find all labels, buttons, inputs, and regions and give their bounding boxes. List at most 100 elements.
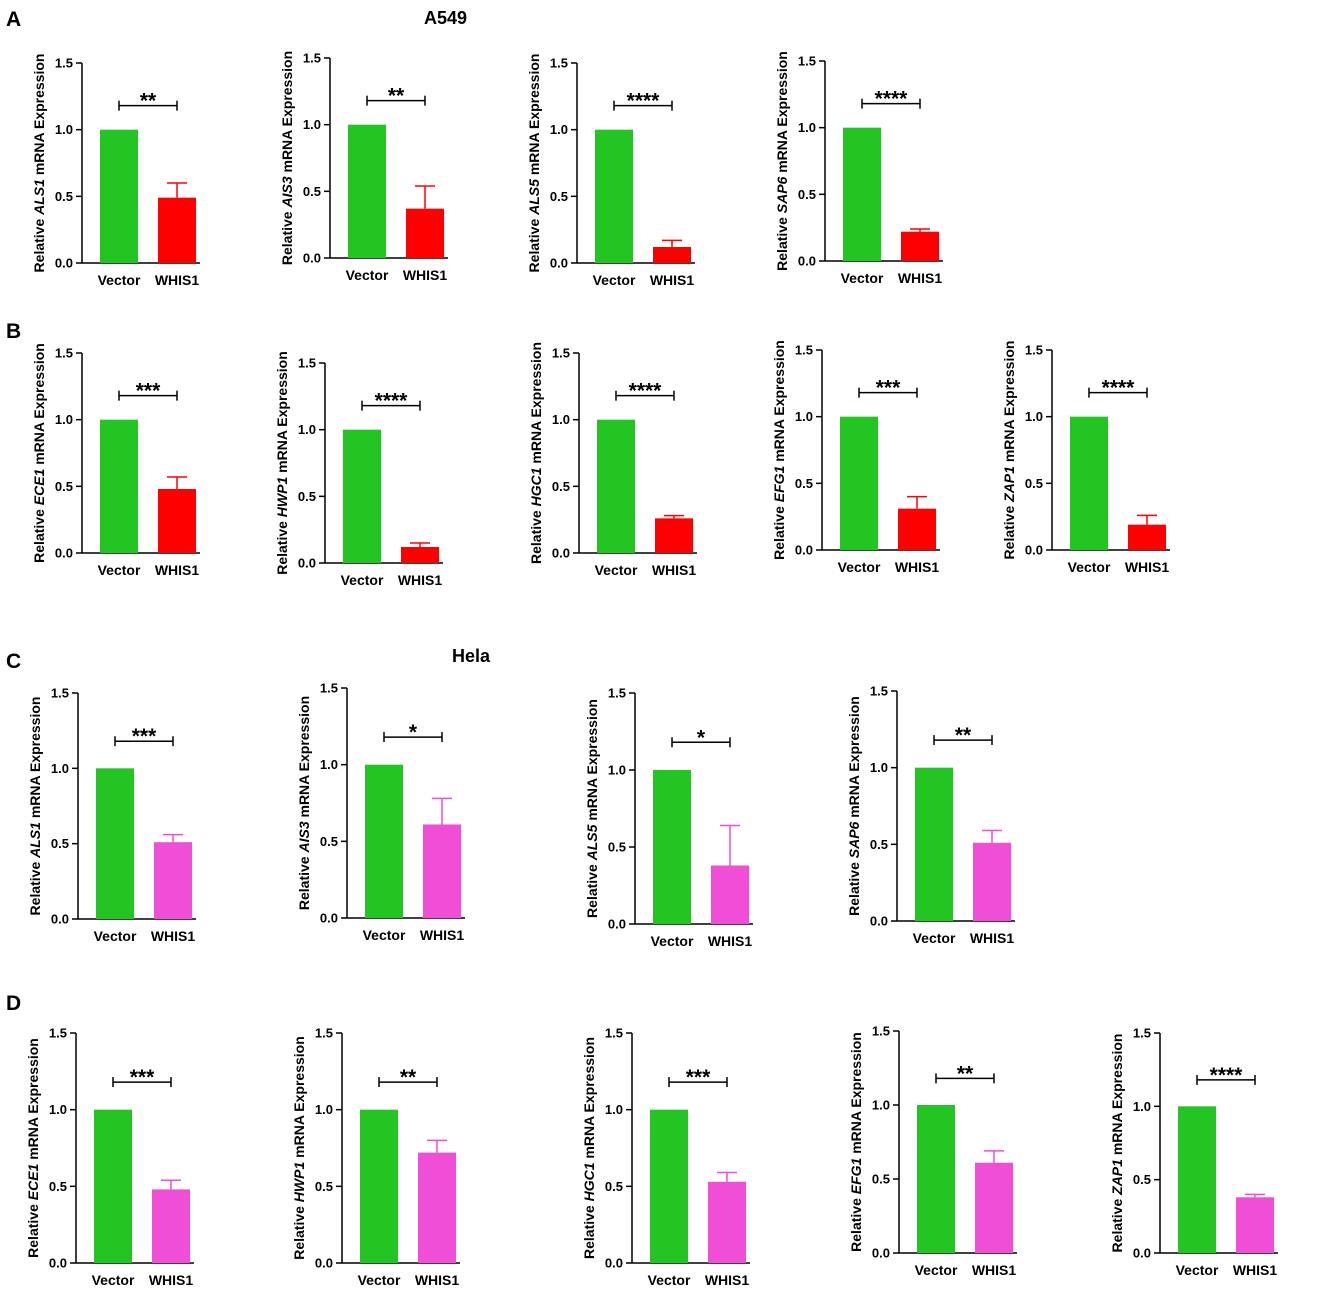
- bar-vector: [365, 764, 403, 918]
- y-tick-label: 1.0: [298, 422, 316, 437]
- y-tick-label: 0.0: [795, 543, 813, 558]
- y-axis-label-prefix: Relative: [25, 1200, 41, 1258]
- chart-b5: Relative ZAP1 mRNA Expression 0.0 0.5 1.0 1.…: [1000, 322, 1190, 598]
- chart-a2: Relative AIS3 mRNA Expression 0.0 0.5 1.0 1.…: [278, 30, 468, 306]
- y-tick-label: 0.0: [298, 556, 316, 571]
- x-category-label: WHIS1: [420, 927, 465, 943]
- y-axis-label-gene: AIS3: [296, 821, 312, 853]
- y-axis-label-prefix: Relative: [848, 1194, 864, 1252]
- bar-vector: [917, 1105, 955, 1253]
- chart-a1: Relative ALS1 mRNA Expression 0.0 0.5 1.0 1.…: [30, 35, 220, 311]
- x-category-label: Vector: [98, 562, 141, 578]
- y-tick-label: 0.0: [55, 546, 73, 561]
- y-axis-label-prefix: Relative: [771, 502, 787, 560]
- y-axis-label-gene: ALS1: [31, 179, 47, 216]
- x-category-label: WHIS1: [895, 559, 940, 575]
- y-tick-label: 0.0: [49, 1256, 67, 1271]
- y-tick-label: 1.0: [1025, 409, 1043, 424]
- chart-b4: Relative EFG1 mRNA Expression 0.0 0.5 1.0 1.…: [770, 322, 960, 598]
- significance-label: ***: [876, 377, 901, 400]
- x-category-label: Vector: [648, 1272, 691, 1288]
- y-tick-label: 0.5: [1025, 476, 1043, 491]
- y-tick-label: 1.5: [608, 686, 626, 701]
- chart-svg: Relative ALS1 mRNA Expression 0.0 0.5 1.0 1.…: [31, 54, 200, 288]
- y-tick-label: 0.5: [550, 189, 568, 204]
- y-axis-label-gene: ALS5: [584, 824, 600, 861]
- y-tick-label: 0.5: [51, 836, 69, 851]
- y-tick-label: 0.5: [298, 489, 316, 504]
- chart-d2: Relative HWP1 mRNA Expression 0.0 0.5 1.0 1.…: [290, 1005, 480, 1311]
- y-axis-label: Relative HWP1 mRNA Expression: [274, 351, 290, 575]
- x-category-label: WHIS1: [898, 270, 943, 286]
- y-tick-label: 1.5: [798, 54, 816, 69]
- y-tick-label: 0.5: [870, 837, 888, 852]
- significance-label: ****: [375, 390, 409, 413]
- bar-whis1: [423, 824, 461, 918]
- y-tick-label: 1.0: [51, 761, 69, 776]
- x-category-label: WHIS1: [155, 562, 200, 578]
- chart-c1: Relative ALS1 mRNA Expression 0.0 0.5 1.0 1.…: [26, 665, 216, 967]
- bar-whis1: [406, 208, 444, 258]
- y-tick-label: 0.0: [798, 254, 816, 269]
- y-tick-label: 1.0: [870, 760, 888, 775]
- y-tick-label: 0.0: [1025, 543, 1043, 558]
- y-tick-label: 1.5: [303, 51, 321, 66]
- y-tick-label: 1.5: [1133, 1026, 1151, 1041]
- y-tick-label: 0.0: [55, 256, 73, 271]
- y-axis-label-prefix: Relative: [1001, 502, 1017, 560]
- chart-svg: Relative HWP1 mRNA Expression 0.0 0.5 1.0 1.…: [291, 1026, 460, 1288]
- bar-vector: [595, 129, 633, 263]
- y-axis-label: Relative ECE1 mRNA Expression: [31, 343, 47, 563]
- significance-label: **: [955, 724, 972, 747]
- bar-vector: [360, 1109, 398, 1263]
- bar-vector: [94, 1109, 132, 1263]
- y-axis-label: Relative ALS1 mRNA Expression: [31, 54, 47, 273]
- y-axis-label-gene: ECE1: [31, 468, 47, 505]
- y-axis-label-prefix: Relative: [581, 1201, 597, 1259]
- significance-label: **: [388, 85, 405, 108]
- y-tick-label: 1.5: [320, 681, 338, 696]
- y-axis-label-suffix: mRNA Expression: [296, 696, 312, 822]
- y-axis-label-suffix: mRNA Expression: [528, 342, 544, 468]
- x-category-label: WHIS1: [708, 933, 753, 949]
- y-axis-label-suffix: mRNA Expression: [25, 1038, 41, 1164]
- bar-whis1: [154, 842, 192, 919]
- chart-c3: Relative ALS5 mRNA Expression 0.0 0.5 1.0 1.…: [583, 665, 773, 972]
- y-axis-label-gene: ALS5: [526, 179, 542, 216]
- y-axis-label-suffix: mRNA Expression: [291, 1036, 307, 1162]
- significance-label: ****: [1210, 1064, 1244, 1087]
- y-tick-label: 0.0: [303, 251, 321, 266]
- y-axis-label-gene: SAP6: [774, 176, 790, 213]
- x-category-label: Vector: [92, 1272, 135, 1288]
- bar-vector: [348, 124, 386, 259]
- y-axis-label-prefix: Relative: [31, 505, 47, 563]
- y-tick-label: 1.0: [872, 1098, 890, 1113]
- x-category-label: Vector: [593, 272, 636, 288]
- y-axis-label-prefix: Relative: [291, 1202, 307, 1260]
- y-tick-label: 1.5: [51, 686, 69, 701]
- bar-vector: [650, 1109, 688, 1263]
- x-category-label: Vector: [346, 267, 389, 283]
- y-axis-label-suffix: mRNA Expression: [848, 1032, 864, 1158]
- y-tick-label: 0.0: [872, 1246, 890, 1261]
- significance-label: ****: [627, 90, 661, 113]
- bar-vector: [915, 767, 953, 921]
- y-axis-label: Relative EFG1 mRNA Expression: [771, 340, 787, 560]
- x-category-label: Vector: [1176, 1262, 1219, 1278]
- y-axis-label-prefix: Relative: [1109, 1195, 1125, 1253]
- chart-b2: Relative HWP1 mRNA Expression 0.0 0.5 1.0 1.…: [273, 335, 463, 611]
- chart-d1: Relative ECE1 mRNA Expression 0.0 0.5 1.0 1.…: [24, 1005, 214, 1311]
- y-tick-label: 0.0: [870, 914, 888, 929]
- bar-whis1: [158, 197, 196, 263]
- y-axis-label-gene: HGC1: [581, 1162, 597, 1201]
- x-category-label: WHIS1: [650, 272, 695, 288]
- x-category-label: Vector: [1068, 559, 1111, 575]
- bar-whis1: [152, 1189, 190, 1263]
- x-category-label: WHIS1: [705, 1272, 750, 1288]
- y-tick-label: 1.5: [1025, 343, 1043, 358]
- y-axis-label-gene: ECE1: [25, 1163, 41, 1200]
- y-tick-label: 0.5: [55, 189, 73, 204]
- y-axis-label-suffix: mRNA Expression: [584, 699, 600, 825]
- y-tick-label: 1.0: [49, 1102, 67, 1117]
- y-tick-label: 1.5: [795, 343, 813, 358]
